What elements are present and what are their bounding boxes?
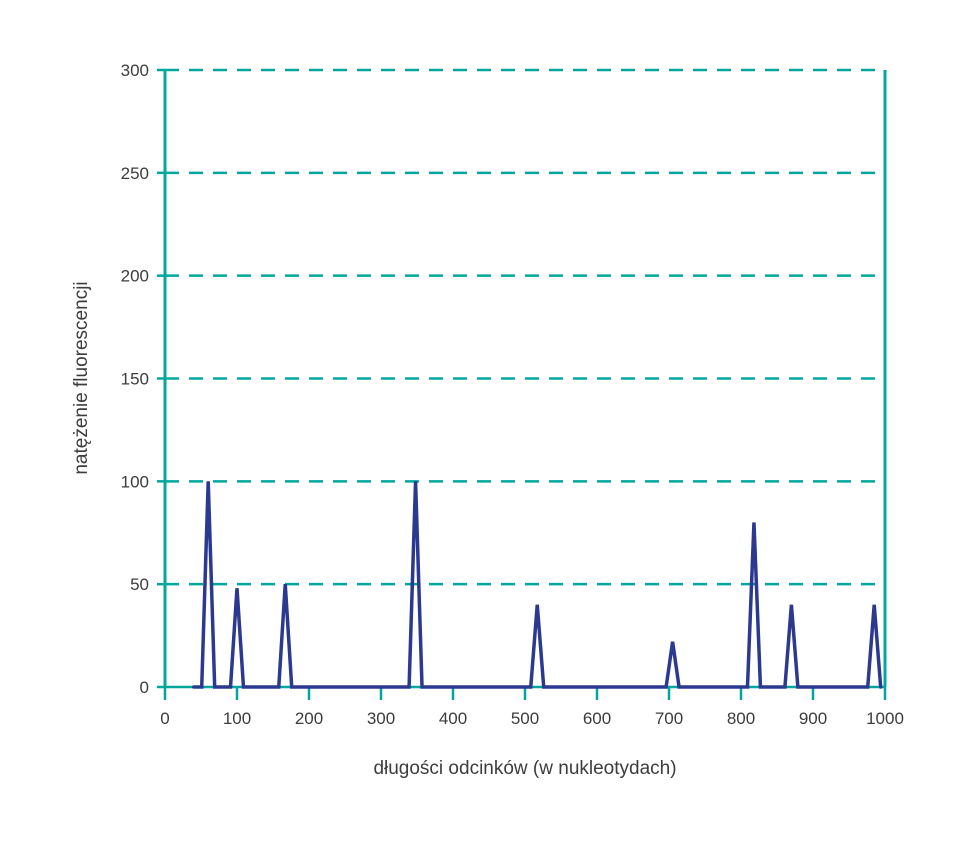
y-tick-label: 250	[121, 164, 149, 183]
x-axis-label: długości odcinków (w nukleotydach)	[373, 758, 677, 779]
x-tick-label: 800	[727, 709, 755, 728]
x-tick-label: 700	[655, 709, 683, 728]
x-tick-label: 0	[160, 709, 169, 728]
x-tick-label: 1000	[866, 709, 904, 728]
y-tick-label: 150	[121, 370, 149, 389]
y-tick-label: 100	[121, 472, 149, 491]
x-tick-label: 900	[799, 709, 827, 728]
y-tick-label: 200	[121, 267, 149, 286]
x-tick-label: 100	[223, 709, 251, 728]
y-axis-label: natężenie fluorescencji	[71, 281, 92, 475]
x-tick-label: 300	[367, 709, 395, 728]
x-tick-label: 600	[583, 709, 611, 728]
y-tick-label: 0	[140, 678, 149, 697]
fluorescence-trace-line	[192, 481, 883, 689]
x-tick-label: 200	[295, 709, 323, 728]
x-tick-label: 400	[439, 709, 467, 728]
x-tick-label: 500	[511, 709, 539, 728]
y-tick-label: 50	[130, 575, 149, 594]
y-tick-label: 300	[121, 61, 149, 80]
